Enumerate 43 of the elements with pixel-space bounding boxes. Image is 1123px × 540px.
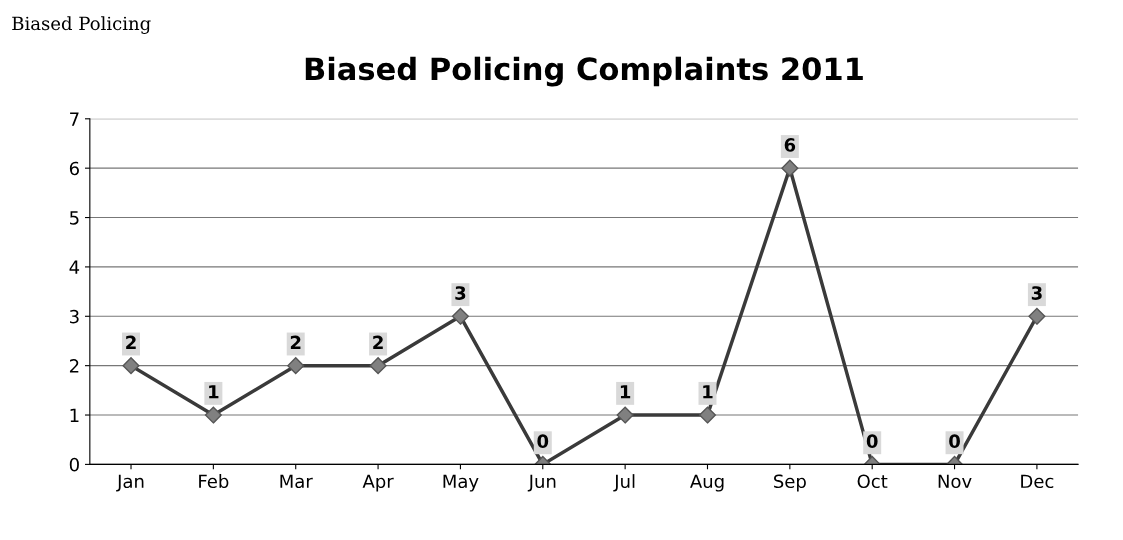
- x-tick-label: Oct: [857, 474, 888, 489]
- x-tick-label: Feb: [199, 474, 229, 489]
- point: [616, 406, 634, 424]
- y-tick-label: 0: [69, 457, 79, 472]
- data-label: 2: [126, 335, 136, 349]
- y-tick-label: 7: [70, 112, 79, 126]
- y-tick-label: 2: [69, 359, 79, 373]
- data-label: 2: [373, 335, 383, 349]
- data-label: 0: [866, 434, 878, 448]
- point: [122, 357, 140, 375]
- y-tick-label: 4: [69, 260, 80, 274]
- data-label: 0: [537, 434, 549, 448]
- data-label: 2: [290, 335, 301, 349]
- x-tick-label: Sep: [774, 474, 806, 492]
- point: [1028, 307, 1046, 325]
- x-tick-label: Jun: [527, 474, 556, 492]
- point: [451, 307, 469, 325]
- text: Biased Policing: [12, 16, 151, 34]
- data-label: 1: [703, 385, 713, 399]
- point: [781, 159, 799, 177]
- x-tick-label: Jul: [613, 474, 635, 492]
- point: [698, 406, 717, 424]
- point: [287, 357, 305, 375]
- y-tick-label: 1: [70, 408, 79, 422]
- x-tick-label: Nov: [938, 474, 972, 489]
- x-tick-label: Dec: [1021, 474, 1054, 489]
- x-tick-label: Aug: [690, 474, 724, 492]
- point: [204, 406, 222, 424]
- data-label: 3: [1031, 286, 1042, 300]
- x-tick-label: Mar: [280, 474, 313, 489]
- chart-title: Biased Policing Complaints 2011: [305, 56, 863, 87]
- y-tick-label: 6: [69, 161, 79, 176]
- x-tick-label: Jan: [116, 474, 144, 492]
- point: [369, 357, 387, 375]
- x-tick-label: May: [443, 474, 479, 492]
- y-tick-label: 3: [70, 309, 79, 324]
- x-tick-label: Apr: [362, 474, 394, 492]
- data-label: 1: [620, 385, 631, 399]
- data-label: 0: [949, 434, 960, 448]
- data-label: 6: [784, 138, 796, 152]
- data-label: 1: [209, 385, 219, 399]
- data-label: 3: [455, 286, 466, 300]
- y-tick-label: 5: [70, 211, 79, 225]
